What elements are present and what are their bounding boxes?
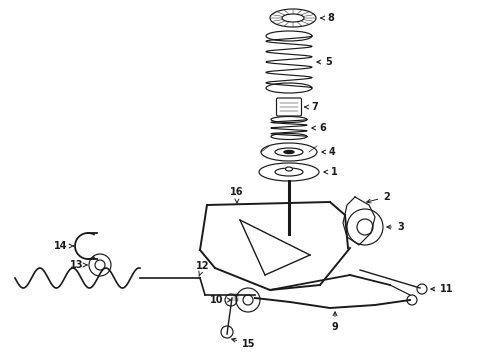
Text: 9: 9 [332, 312, 339, 332]
Text: 11: 11 [431, 284, 454, 294]
Text: 5: 5 [317, 57, 332, 67]
Text: 1: 1 [324, 167, 338, 177]
Text: 16: 16 [230, 187, 244, 203]
Text: 2: 2 [367, 192, 390, 203]
Text: 13: 13 [70, 260, 87, 270]
Text: 8: 8 [321, 13, 334, 23]
Text: 6: 6 [312, 123, 326, 133]
Text: 15: 15 [232, 338, 255, 349]
Ellipse shape [286, 167, 293, 171]
Ellipse shape [284, 150, 294, 153]
Text: 3: 3 [387, 222, 404, 232]
Text: 14: 14 [54, 241, 74, 251]
Text: 10: 10 [210, 295, 231, 305]
Text: 7: 7 [305, 102, 318, 112]
Text: 12: 12 [196, 261, 210, 276]
Text: 4: 4 [322, 147, 336, 157]
